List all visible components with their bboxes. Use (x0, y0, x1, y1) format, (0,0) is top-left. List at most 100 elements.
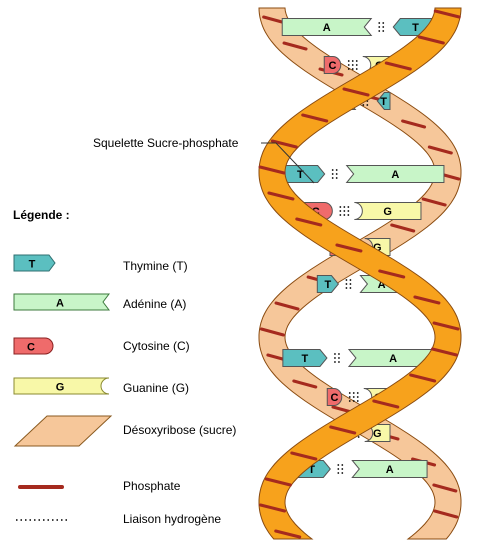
base-T: T (282, 349, 328, 367)
phosphate-mark (259, 327, 285, 337)
hydrogen-bond-dot (341, 464, 344, 466)
phosphate-mark (329, 425, 357, 435)
legend-phosphate-swatch (18, 485, 64, 489)
phosphate-mark (335, 243, 363, 253)
hydrogen-bond-dot (345, 279, 348, 281)
legend-adenine-label: Adénine (A) (123, 297, 187, 311)
base-letter: A (323, 22, 331, 34)
base-letter: T (302, 353, 309, 365)
legend-deoxyribose-swatch (13, 415, 113, 447)
phosphate-mark (259, 503, 287, 513)
phosphate-mark (295, 217, 323, 227)
hydrogen-bond-dot (349, 279, 352, 281)
phosphate-mark (342, 87, 370, 97)
hydrogen-bond-dot (335, 169, 338, 171)
hydrogen-bond-dot (343, 214, 346, 216)
phosphate-mark (282, 41, 308, 51)
hydrogen-bond-dot (356, 400, 359, 402)
phosphate-mark (401, 119, 427, 129)
front-phosphates (258, 9, 461, 539)
base-C: C (323, 56, 342, 74)
base-body (281, 18, 373, 36)
base-body (347, 349, 438, 367)
front-strand (258, 7, 462, 540)
hydrogen-bond-dot (337, 464, 340, 466)
phosphate-mark (372, 399, 400, 409)
hydrogen-bond-dot (338, 357, 340, 359)
base-A: A (347, 349, 438, 367)
hydrogen-bond-dot (343, 210, 346, 212)
front-strand-ribbon (258, 7, 462, 540)
hydrogen-bond-dot (355, 64, 358, 66)
hydrogen-bond-dot (343, 206, 346, 208)
base-letter: C (331, 392, 339, 404)
legend-thymine-letter: T (29, 259, 36, 271)
phosphate-mark (378, 269, 406, 279)
phosphate-mark (258, 165, 286, 175)
phosphate-mark (409, 373, 437, 383)
legend-guanine-swatch: G (13, 377, 110, 395)
phosphate-mark (270, 139, 298, 149)
hydrogen-bond-dot (334, 353, 336, 355)
legend-adenine-letter: A (56, 298, 64, 310)
phosphate-mark (413, 295, 441, 305)
phosphate-mark (417, 35, 445, 45)
legend-cytosine-swatch: C (13, 337, 54, 355)
backbone-label: Squelette Sucre-phosphate (93, 136, 239, 150)
base-A: A (345, 165, 445, 183)
base-A: A (351, 460, 428, 478)
hydrogen-bond-dot (339, 206, 342, 208)
hydrogen-bond-dot (347, 68, 350, 70)
legend-thymine-swatch: T (13, 254, 56, 272)
hydrogen-bond-dot (334, 361, 336, 363)
hydrogen-bond-dot (347, 64, 350, 66)
phosphate-mark (430, 347, 458, 357)
hydrogen-bond-dot (347, 210, 350, 212)
hydrogen-bond-dot (356, 396, 359, 398)
hydrogen-bond-dot (356, 392, 359, 394)
phosphate-mark (427, 145, 453, 155)
base-T: T (376, 92, 391, 110)
legend-guanine-label: Guanine (G) (123, 381, 190, 395)
base-letter: A (391, 169, 399, 181)
legend-hydrogen-bond-label: Liaison hydrogène (123, 512, 222, 526)
base-letter: G (373, 242, 382, 254)
hydrogen-bond-dot (366, 104, 369, 106)
base-body (316, 275, 340, 293)
legend-title: Légende : (13, 208, 70, 222)
base-letter: G (373, 428, 382, 440)
legend-cytosine-label: Cytosine (C) (123, 339, 190, 353)
hydrogen-bond-dot (341, 468, 344, 470)
legend-guanine-letter: G (56, 382, 65, 394)
legend-deoxyribose-label: Désoxyribose (sucre) (123, 423, 237, 437)
hydrogen-bond-dot (337, 468, 340, 470)
hydrogen-bond-dot (355, 60, 358, 62)
hydrogen-bond-dot (351, 64, 354, 66)
base-body (354, 202, 422, 220)
phosphate-mark (433, 9, 461, 19)
base-letter: T (308, 464, 315, 476)
hydrogen-bond-dot (382, 30, 385, 32)
legend-phosphate-label: Phosphate (123, 479, 181, 493)
hydrogen-bond-dot (335, 177, 338, 179)
legend-hydrogen-bond-swatch (16, 519, 68, 521)
backbone-pointer-line (261, 142, 315, 184)
base-letter: A (386, 464, 394, 476)
hydrogen-bond-dot (378, 30, 381, 32)
base-body (376, 92, 391, 110)
phosphate-mark (274, 529, 302, 539)
legend-thymine-label: Thymine (T) (123, 259, 188, 273)
hydrogen-bond-dot (351, 68, 354, 70)
phosphate-mark (390, 223, 416, 233)
hydrogen-bond-dot (357, 436, 360, 438)
phosphate-mark (274, 301, 300, 311)
hydrogen-bond-dot (339, 214, 342, 216)
base-letter: T (297, 169, 304, 181)
phosphate-mark (264, 477, 292, 487)
hydrogen-bond-dot (339, 210, 342, 212)
hydrogen-bond-dot (345, 283, 348, 285)
hydrogen-bond-dot (345, 287, 348, 289)
